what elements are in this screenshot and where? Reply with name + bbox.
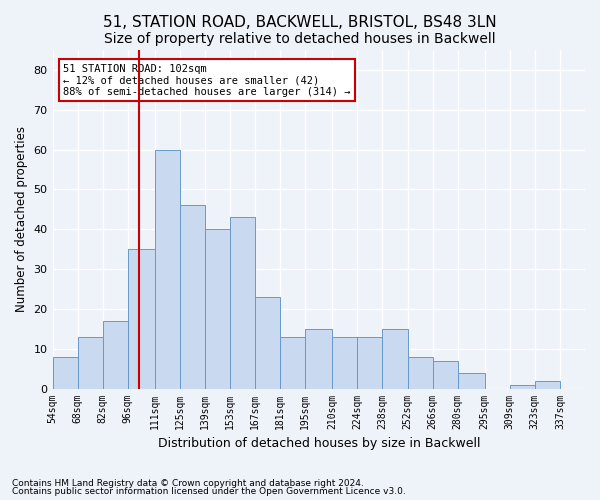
Text: Contains public sector information licensed under the Open Government Licence v3: Contains public sector information licen… [12, 487, 406, 496]
Text: 51, STATION ROAD, BACKWELL, BRISTOL, BS48 3LN: 51, STATION ROAD, BACKWELL, BRISTOL, BS4… [103, 15, 497, 30]
Y-axis label: Number of detached properties: Number of detached properties [15, 126, 28, 312]
Text: 51 STATION ROAD: 102sqm
← 12% of detached houses are smaller (42)
88% of semi-de: 51 STATION ROAD: 102sqm ← 12% of detache… [63, 64, 350, 96]
Bar [510, 384, 535, 388]
Bar [255, 297, 280, 388]
Bar [407, 356, 433, 388]
Bar [155, 150, 180, 388]
Bar [358, 337, 382, 388]
Bar [205, 229, 230, 388]
Bar [535, 380, 560, 388]
Bar [77, 337, 103, 388]
Bar [180, 206, 205, 388]
Bar [458, 372, 485, 388]
Bar [382, 329, 407, 388]
Bar [332, 337, 358, 388]
Bar [230, 218, 255, 388]
X-axis label: Distribution of detached houses by size in Backwell: Distribution of detached houses by size … [158, 437, 480, 450]
Bar [433, 360, 458, 388]
Bar [103, 321, 128, 388]
Bar [128, 249, 155, 388]
Text: Size of property relative to detached houses in Backwell: Size of property relative to detached ho… [104, 32, 496, 46]
Text: Contains HM Land Registry data © Crown copyright and database right 2024.: Contains HM Land Registry data © Crown c… [12, 478, 364, 488]
Bar [305, 329, 332, 388]
Bar [280, 337, 305, 388]
Bar [53, 356, 77, 388]
